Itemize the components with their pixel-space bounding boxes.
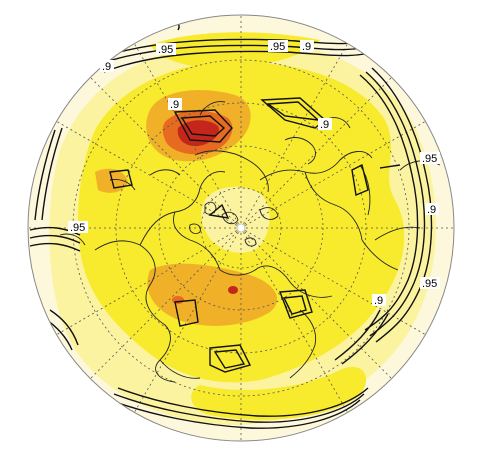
contour-label: .95	[158, 44, 173, 56]
shade-orange-south	[147, 263, 278, 326]
north-pole-marker	[236, 223, 246, 233]
shade-red-spot-1	[228, 286, 238, 294]
contour-label: .95	[270, 41, 285, 53]
contour-labels: .95 .95 .9 .9 .95 .9 .9 .9 .95 .95 .9	[68, 40, 440, 307]
contour-label: .9	[102, 61, 111, 73]
map-border	[27, 14, 455, 442]
contours	[29, 15, 433, 429]
contour-label: .9	[427, 204, 436, 216]
contour-label: .9	[320, 119, 329, 131]
coastlines	[59, 101, 441, 383]
shade-yellow-bottom	[191, 366, 367, 420]
contour-label: .95	[422, 278, 437, 290]
contour-label: .95	[70, 222, 85, 234]
contour-label: .9	[302, 41, 311, 53]
contour-label: .9	[374, 295, 383, 307]
shade-orange-spot-2	[172, 296, 184, 304]
shade-light-center	[201, 186, 270, 253]
contour-label: .9	[170, 99, 179, 111]
contour-label: .95	[422, 153, 437, 165]
